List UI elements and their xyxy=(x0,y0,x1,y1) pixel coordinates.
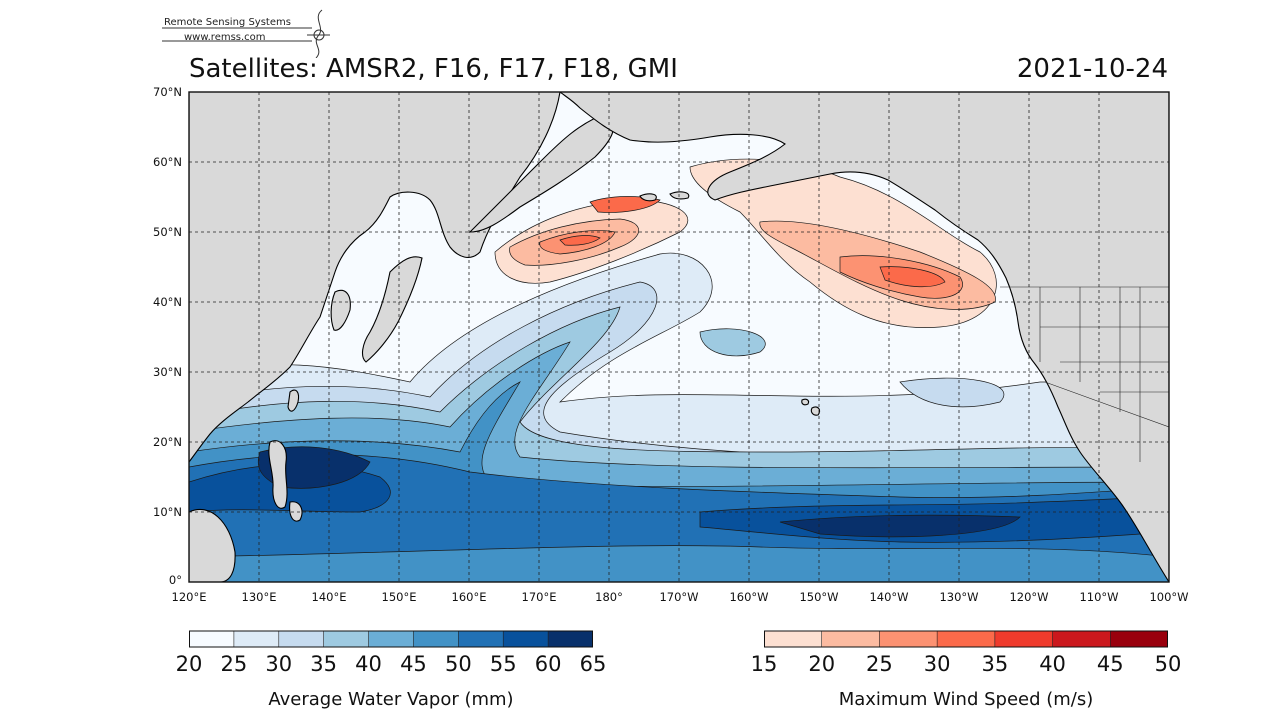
colorbar-tick-label: 15 xyxy=(750,652,778,676)
land-hawaii xyxy=(801,398,810,406)
lon-label: 120°E xyxy=(172,590,207,604)
logo-crosshair-icon xyxy=(162,9,330,58)
lon-label: 170°E xyxy=(522,590,557,604)
colorbar-tick-label: 50 xyxy=(1154,652,1182,676)
longitude-labels: 120°E 130°E 140°E 150°E 160°E 170°E 180°… xyxy=(172,590,1189,604)
colorbar-tick-label: 35 xyxy=(310,652,338,676)
logo-url: www.remss.com xyxy=(184,32,266,43)
colorbar-tick-label: 30 xyxy=(265,652,293,676)
wind-speed-colorbar-label: Maximum Wind Speed (m/s) xyxy=(838,689,1094,710)
colorbar-tick-label: 35 xyxy=(981,652,1009,676)
map-title: Satellites: AMSR2, F16, F17, F18, GMI xyxy=(189,54,678,84)
lat-label: 70°N xyxy=(153,85,182,99)
colorbar-swatch xyxy=(821,631,880,647)
water-vapor-colorbar-label: Average Water Vapor (mm) xyxy=(268,689,514,710)
land-korea xyxy=(330,289,351,331)
lat-label: 60°N xyxy=(153,155,182,169)
land-asia xyxy=(189,92,561,463)
land-north-america xyxy=(559,92,1169,582)
water-vapor-colorbar-ticks: 20 25 30 35 40 45 50 55 60 65 xyxy=(176,652,607,682)
land-philippines xyxy=(268,440,288,509)
colorbar-frame xyxy=(189,630,593,648)
lon-label: 160°W xyxy=(729,590,768,604)
lon-label: 130°E xyxy=(242,590,277,604)
colorbar-tick-label: 45 xyxy=(400,652,427,676)
colorbar-swatch xyxy=(1110,631,1168,647)
colorbar-tick-label: 25 xyxy=(220,652,248,676)
lon-label: 130°W xyxy=(939,590,978,604)
remss-logo: Remote Sensing Systems www.remss.com xyxy=(162,8,332,58)
colorbar-swatch xyxy=(189,631,235,647)
water-vapor-colorbar: 20 25 30 35 40 45 50 55 60 65 Average Water Vapor… xyxy=(176,630,607,710)
colorbar-swatch xyxy=(548,631,593,647)
colorbar-tick-label: 55 xyxy=(489,652,517,676)
colorbar-tick-label: 50 xyxy=(444,652,472,676)
lon-label: 140°E xyxy=(312,590,347,604)
land-japan xyxy=(361,256,423,363)
colorbar-tick-label: 25 xyxy=(866,652,893,676)
lat-label: 30°N xyxy=(153,365,182,379)
land-taiwan xyxy=(287,389,300,412)
colorbar-swatch xyxy=(323,631,370,647)
colorbar-tick-label: 40 xyxy=(355,652,382,676)
lat-label: 40°N xyxy=(153,295,182,309)
lon-label: 100°W xyxy=(1149,590,1188,604)
colorbar-tick-label: 65 xyxy=(579,652,607,676)
colorbar-swatch xyxy=(413,631,459,647)
water-vapor-colorbar-swatches xyxy=(189,630,593,648)
wind-speed-colorbar-swatches xyxy=(764,630,1168,648)
map-date: 2021-10-24 xyxy=(1016,54,1168,84)
lon-label: 160°E xyxy=(452,590,487,604)
lon-label: 170°W xyxy=(659,590,698,604)
colorbar-tick-label: 40 xyxy=(1039,652,1066,676)
colorbar-swatch xyxy=(368,631,414,647)
lon-label: 120°W xyxy=(1009,590,1048,604)
colorbar-swatch xyxy=(994,631,1054,647)
colorbar-swatch xyxy=(937,631,996,647)
pacific-map: 70°N 60°N 50°N 40°N 30°N 20°N 10°N 0° 12… xyxy=(153,85,1189,604)
colorbar-tick-label: 20 xyxy=(808,652,836,676)
colorbar-swatch xyxy=(503,631,549,647)
lat-label: 50°N xyxy=(153,225,182,239)
colorbar-frame xyxy=(764,630,1168,648)
lon-label: 140°W xyxy=(869,590,908,604)
colorbar-swatch xyxy=(233,631,280,647)
graticule xyxy=(189,92,1169,582)
colorbar-tick-label: 20 xyxy=(175,652,203,676)
borders xyxy=(1000,286,1169,462)
colorbar-swatch xyxy=(1052,631,1111,647)
lon-label: 180° xyxy=(595,590,623,604)
wind-speed-colorbar-ticks: 15 20 25 30 35 40 45 50 xyxy=(751,652,1182,682)
colorbar-tick-label: 45 xyxy=(1096,652,1124,676)
logo-name: Remote Sensing Systems xyxy=(164,17,291,28)
colorbar-tick-label: 30 xyxy=(923,652,951,676)
colorbar-tick-label: 60 xyxy=(534,652,562,676)
colorbar-swatch xyxy=(278,631,325,647)
lat-label: 10°N xyxy=(153,505,182,519)
colorbar-swatch xyxy=(879,631,938,647)
latitude-labels: 70°N 60°N 50°N 40°N 30°N 20°N 10°N 0° xyxy=(153,85,182,587)
colorbar-swatch xyxy=(764,631,823,647)
lon-label: 150°W xyxy=(799,590,838,604)
lat-label: 0° xyxy=(169,573,182,587)
lon-label: 150°E xyxy=(382,590,417,604)
lat-label: 20°N xyxy=(153,435,182,449)
lon-label: 110°W xyxy=(1079,590,1118,604)
wind-speed-colorbar: 15 20 25 30 35 40 45 50 Maximum Wind Speed (m/s… xyxy=(751,630,1182,710)
colorbar-swatch xyxy=(458,631,504,647)
map-frame xyxy=(188,91,1170,583)
